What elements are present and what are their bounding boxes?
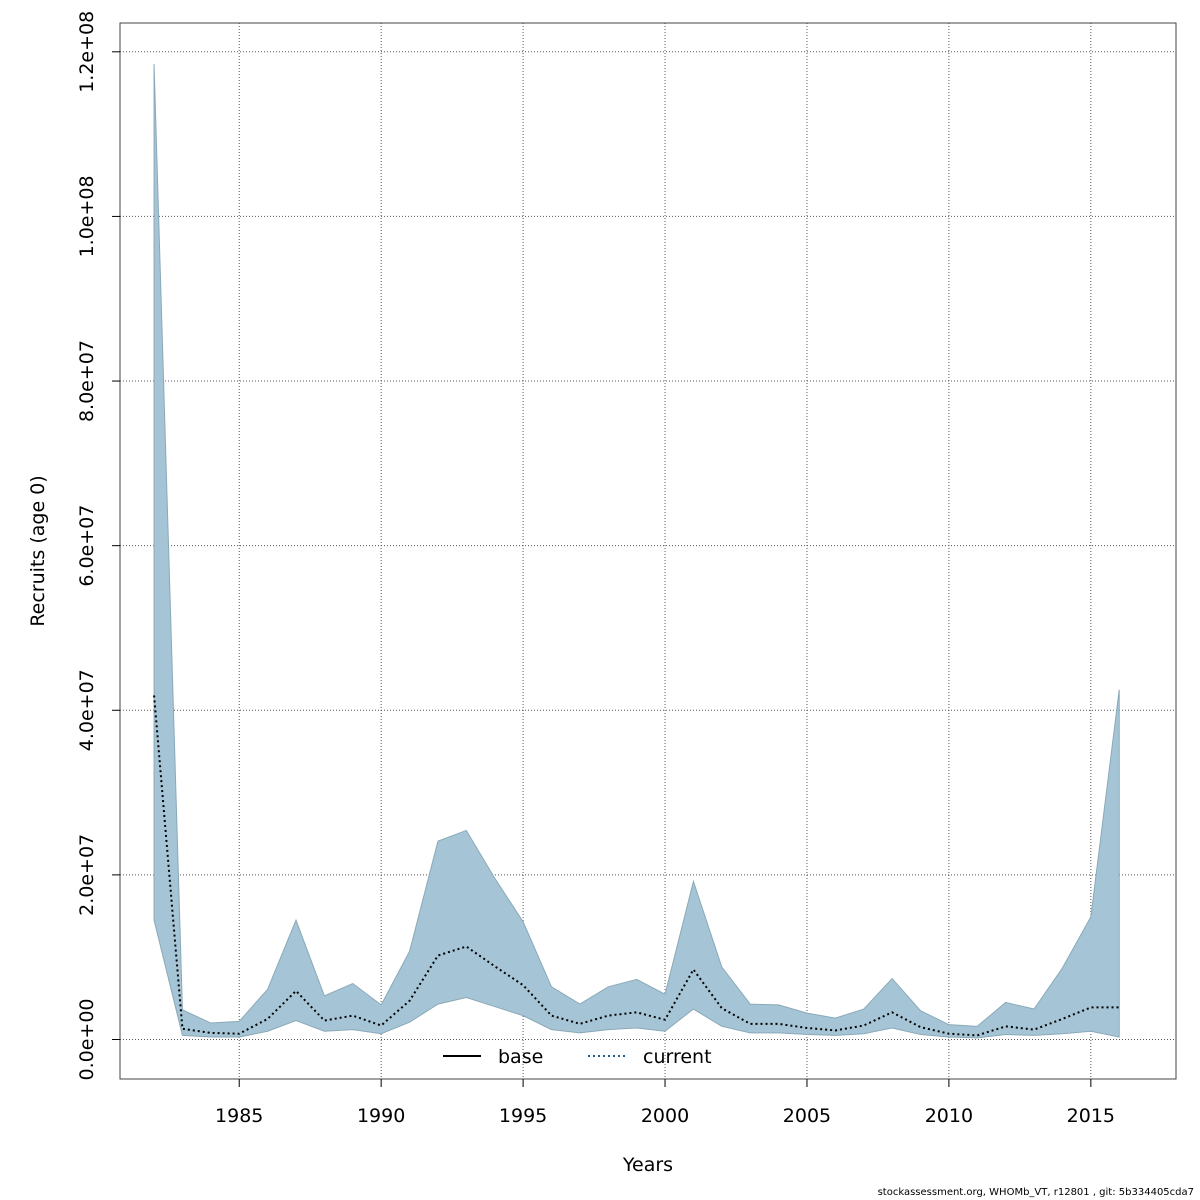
x-axis-label: Years <box>622 1154 673 1176</box>
y-tick-label: 1.2e+08 <box>76 11 98 93</box>
footer-credit: stockassessment.org, WHOMb_VT, r12801 , … <box>877 1187 1194 1198</box>
x-tick-label: 2000 <box>641 1105 689 1127</box>
grid <box>120 23 1176 1079</box>
series-line-current <box>153 695 1120 1037</box>
x-tick-label: 2015 <box>1067 1105 1115 1127</box>
legend-label-current: current <box>643 1046 712 1068</box>
x-tick-label: 1995 <box>499 1105 547 1127</box>
y-axis: 0.0e+00 2.0e+07 4.0e+07 6.0e+07 8.0e+07 1.0e+… <box>76 11 120 1080</box>
x-tick-label: 1990 <box>357 1105 405 1127</box>
x-tick-label: 1985 <box>215 1105 263 1127</box>
x-axis: 1985 1990 1995 2000 2005 2010 2015 <box>215 1079 1115 1127</box>
plot-frame <box>119 22 1177 1080</box>
y-tick-label: 8.0e+07 <box>76 340 98 422</box>
legend-label-base: base <box>498 1046 543 1068</box>
x-tick-label: 2010 <box>925 1105 973 1127</box>
y-tick-label: 1.0e+08 <box>76 175 98 257</box>
confidence-band <box>153 64 1120 1039</box>
y-tick-label: 4.0e+07 <box>76 669 98 751</box>
y-axis-label: Recruits (age 0) <box>27 475 49 626</box>
y-tick-label: 6.0e+07 <box>76 505 98 587</box>
y-tick-label: 0.0e+00 <box>76 998 98 1080</box>
y-tick-label: 2.0e+07 <box>76 834 98 916</box>
legend: base current <box>443 1046 712 1068</box>
x-tick-label: 2005 <box>783 1105 831 1127</box>
